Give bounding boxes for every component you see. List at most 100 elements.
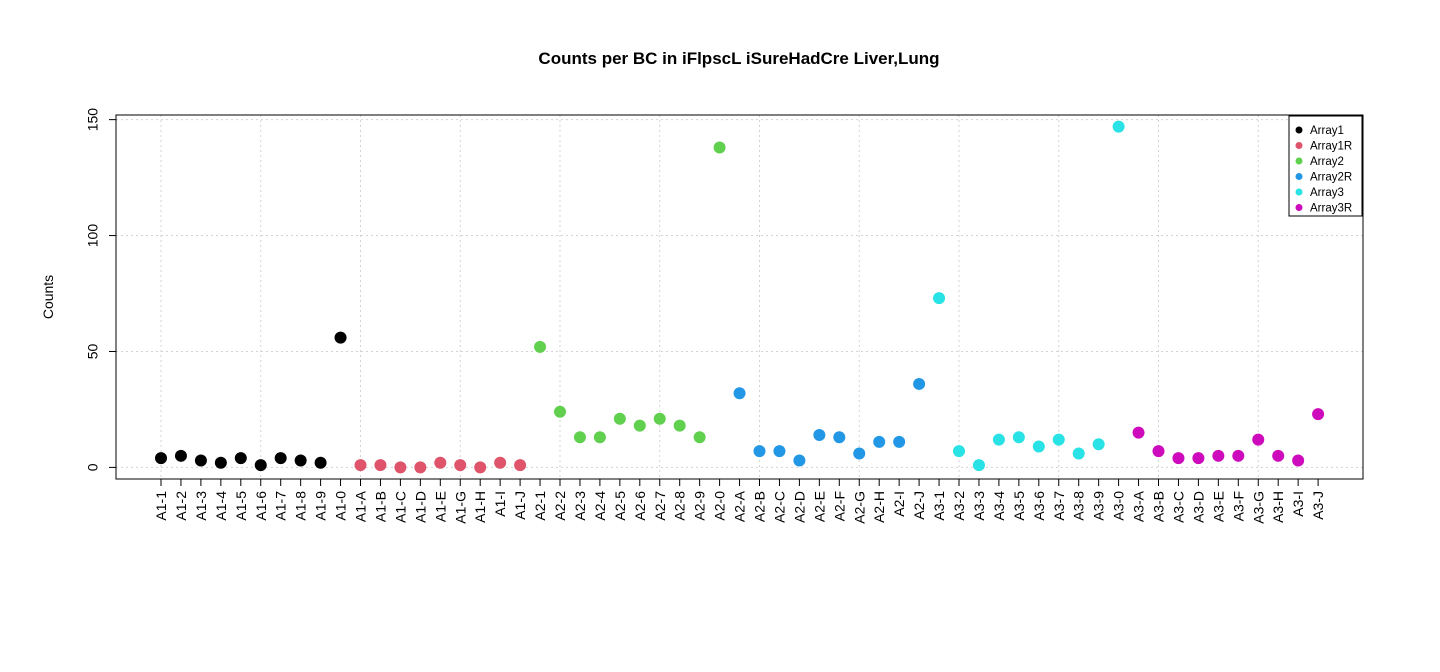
x-tick-label: A2-C — [771, 491, 787, 523]
data-point — [733, 387, 746, 400]
x-tick-label: A3-0 — [1111, 491, 1127, 521]
x-tick-label: A3-6 — [1031, 491, 1047, 521]
data-point — [833, 431, 846, 444]
data-point — [613, 412, 626, 425]
data-point — [1052, 433, 1065, 446]
legend-label: Array3R — [1310, 203, 1352, 215]
x-tick-label: A3-8 — [1071, 491, 1087, 521]
y-tick-label: 100 — [85, 224, 101, 248]
x-tick-label: A3-1 — [931, 491, 947, 521]
data-point — [673, 419, 686, 432]
plot-frame — [115, 114, 1364, 480]
x-tick-label: A3-F — [1230, 491, 1246, 521]
x-tick-label: A1-0 — [333, 491, 349, 521]
x-tick-label: A3-7 — [1051, 491, 1067, 521]
x-tick-label: A1-H — [472, 491, 488, 523]
data-point — [155, 452, 167, 465]
data-point — [354, 459, 367, 472]
chart-title: Counts per BC in iFlpscL iSureHadCre Liv… — [538, 49, 939, 68]
y-tick-label: 150 — [85, 108, 101, 132]
x-tick-label: A1-B — [372, 491, 388, 522]
data-point — [1292, 454, 1305, 467]
x-tick-label: A2-9 — [692, 491, 708, 521]
data-point — [1012, 431, 1025, 444]
x-tick-label: A1-J — [512, 491, 528, 520]
x-tick-label: A2-7 — [652, 491, 668, 521]
data-point — [474, 461, 487, 474]
x-tick-label: A3-2 — [951, 491, 967, 521]
data-point — [793, 454, 806, 467]
x-tick-label: A3-J — [1310, 491, 1326, 520]
data-point — [214, 456, 227, 469]
x-tick-label: A1-5 — [233, 491, 249, 521]
x-tick-label: A3-D — [1190, 491, 1206, 523]
data-point — [1252, 433, 1265, 446]
legend-marker — [1295, 126, 1303, 134]
x-tick-label: A2-3 — [572, 491, 588, 521]
x-tick-label: A3-G — [1250, 491, 1266, 524]
data-point — [234, 452, 247, 465]
x-tick-label: A1-2 — [173, 491, 189, 521]
data-points — [155, 120, 1325, 474]
data-point — [1272, 449, 1285, 462]
x-tick-label: A1-8 — [293, 491, 309, 521]
legend-label: Array2 — [1310, 156, 1344, 168]
x-tick-label: A1-I — [492, 491, 508, 517]
grid — [116, 115, 1363, 479]
x-tick-label: A3-9 — [1091, 491, 1107, 521]
data-point — [374, 459, 387, 472]
data-point — [893, 435, 906, 448]
x-tick-label: A3-4 — [991, 491, 1007, 521]
data-point — [334, 331, 347, 344]
data-point — [1132, 426, 1145, 439]
y-tick-label: 0 — [85, 463, 101, 471]
x-tick-label: A2-H — [871, 491, 887, 523]
data-point — [1312, 408, 1325, 421]
x-tick-label: A3-A — [1131, 490, 1147, 522]
data-point — [274, 452, 287, 465]
data-point — [1172, 452, 1185, 465]
data-point — [813, 428, 826, 441]
data-point — [653, 412, 666, 425]
data-point — [992, 433, 1005, 446]
data-point — [593, 431, 606, 444]
data-point — [873, 435, 886, 448]
data-point — [913, 377, 926, 390]
x-tick-label: A3-C — [1170, 491, 1186, 523]
x-tick-label: A1-4 — [213, 491, 229, 521]
x-tick-label: A3-E — [1210, 491, 1226, 522]
x-tick-label: A2-D — [791, 491, 807, 523]
x-tick-label: A1-9 — [313, 491, 329, 521]
x-tick-label: A2-8 — [672, 491, 688, 521]
data-point — [1232, 449, 1245, 462]
legend-marker — [1295, 157, 1303, 165]
x-tick-label: A1-3 — [193, 491, 209, 521]
data-point — [953, 445, 965, 458]
data-point — [853, 447, 866, 460]
data-point — [454, 459, 467, 472]
x-tick-label: A1-G — [452, 491, 468, 524]
data-point — [414, 461, 427, 474]
legend-marker — [1295, 173, 1303, 180]
x-tick-label: A2-G — [851, 491, 867, 524]
x-tick-label: A3-5 — [1011, 491, 1027, 521]
data-point — [1152, 445, 1165, 458]
legend-marker — [1295, 204, 1303, 211]
x-tick-label: A3-B — [1151, 491, 1167, 522]
x-tick-label: A2-1 — [532, 491, 548, 521]
x-tick-label: A1-E — [432, 491, 448, 522]
data-point — [434, 456, 447, 469]
x-tick-label: A2-A — [732, 490, 748, 522]
legend-marker — [1295, 188, 1303, 196]
data-point — [194, 454, 207, 467]
x-tick-label: A1-C — [392, 491, 408, 523]
x-tick-label: A3-I — [1290, 491, 1306, 517]
data-point — [633, 419, 646, 432]
data-point — [534, 340, 547, 353]
data-point — [693, 431, 706, 444]
x-tick-label: A2-B — [752, 491, 768, 522]
data-point — [394, 461, 407, 474]
legend-label: Array1 — [1310, 125, 1344, 137]
